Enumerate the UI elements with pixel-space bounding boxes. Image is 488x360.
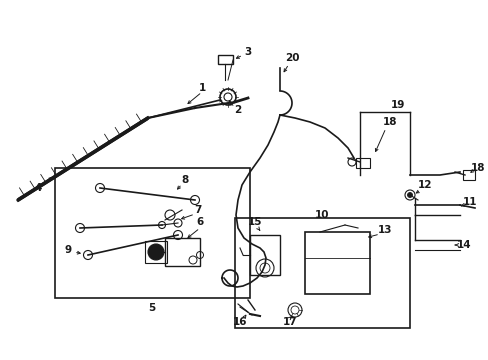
Text: 5: 5 <box>148 303 155 313</box>
Text: 7: 7 <box>194 205 201 215</box>
Text: 2: 2 <box>234 105 241 115</box>
Text: 13: 13 <box>377 225 391 235</box>
Text: 20: 20 <box>284 53 299 63</box>
Bar <box>164 238 200 266</box>
Bar <box>355 158 369 168</box>
Bar <box>235 218 409 328</box>
Text: 9: 9 <box>64 245 71 255</box>
Text: 17: 17 <box>282 317 297 327</box>
Text: 18: 18 <box>470 163 484 173</box>
Text: 10: 10 <box>314 210 328 220</box>
Text: 12: 12 <box>417 180 431 190</box>
Text: 15: 15 <box>247 217 262 227</box>
Text: 4: 4 <box>34 183 41 193</box>
Circle shape <box>407 193 412 198</box>
Bar <box>462 170 474 180</box>
Text: 14: 14 <box>456 240 470 250</box>
Text: 1: 1 <box>198 83 205 93</box>
Circle shape <box>148 244 163 260</box>
Text: 16: 16 <box>232 317 247 327</box>
Bar <box>249 235 280 275</box>
Text: 8: 8 <box>181 175 188 185</box>
Bar <box>145 241 167 263</box>
Text: 3: 3 <box>244 47 251 57</box>
Text: 18: 18 <box>382 117 396 127</box>
Text: 19: 19 <box>390 100 405 110</box>
Bar <box>218 55 232 64</box>
Text: 11: 11 <box>462 197 476 207</box>
Text: 6: 6 <box>196 217 203 227</box>
Bar <box>305 232 369 294</box>
Bar <box>55 168 249 298</box>
